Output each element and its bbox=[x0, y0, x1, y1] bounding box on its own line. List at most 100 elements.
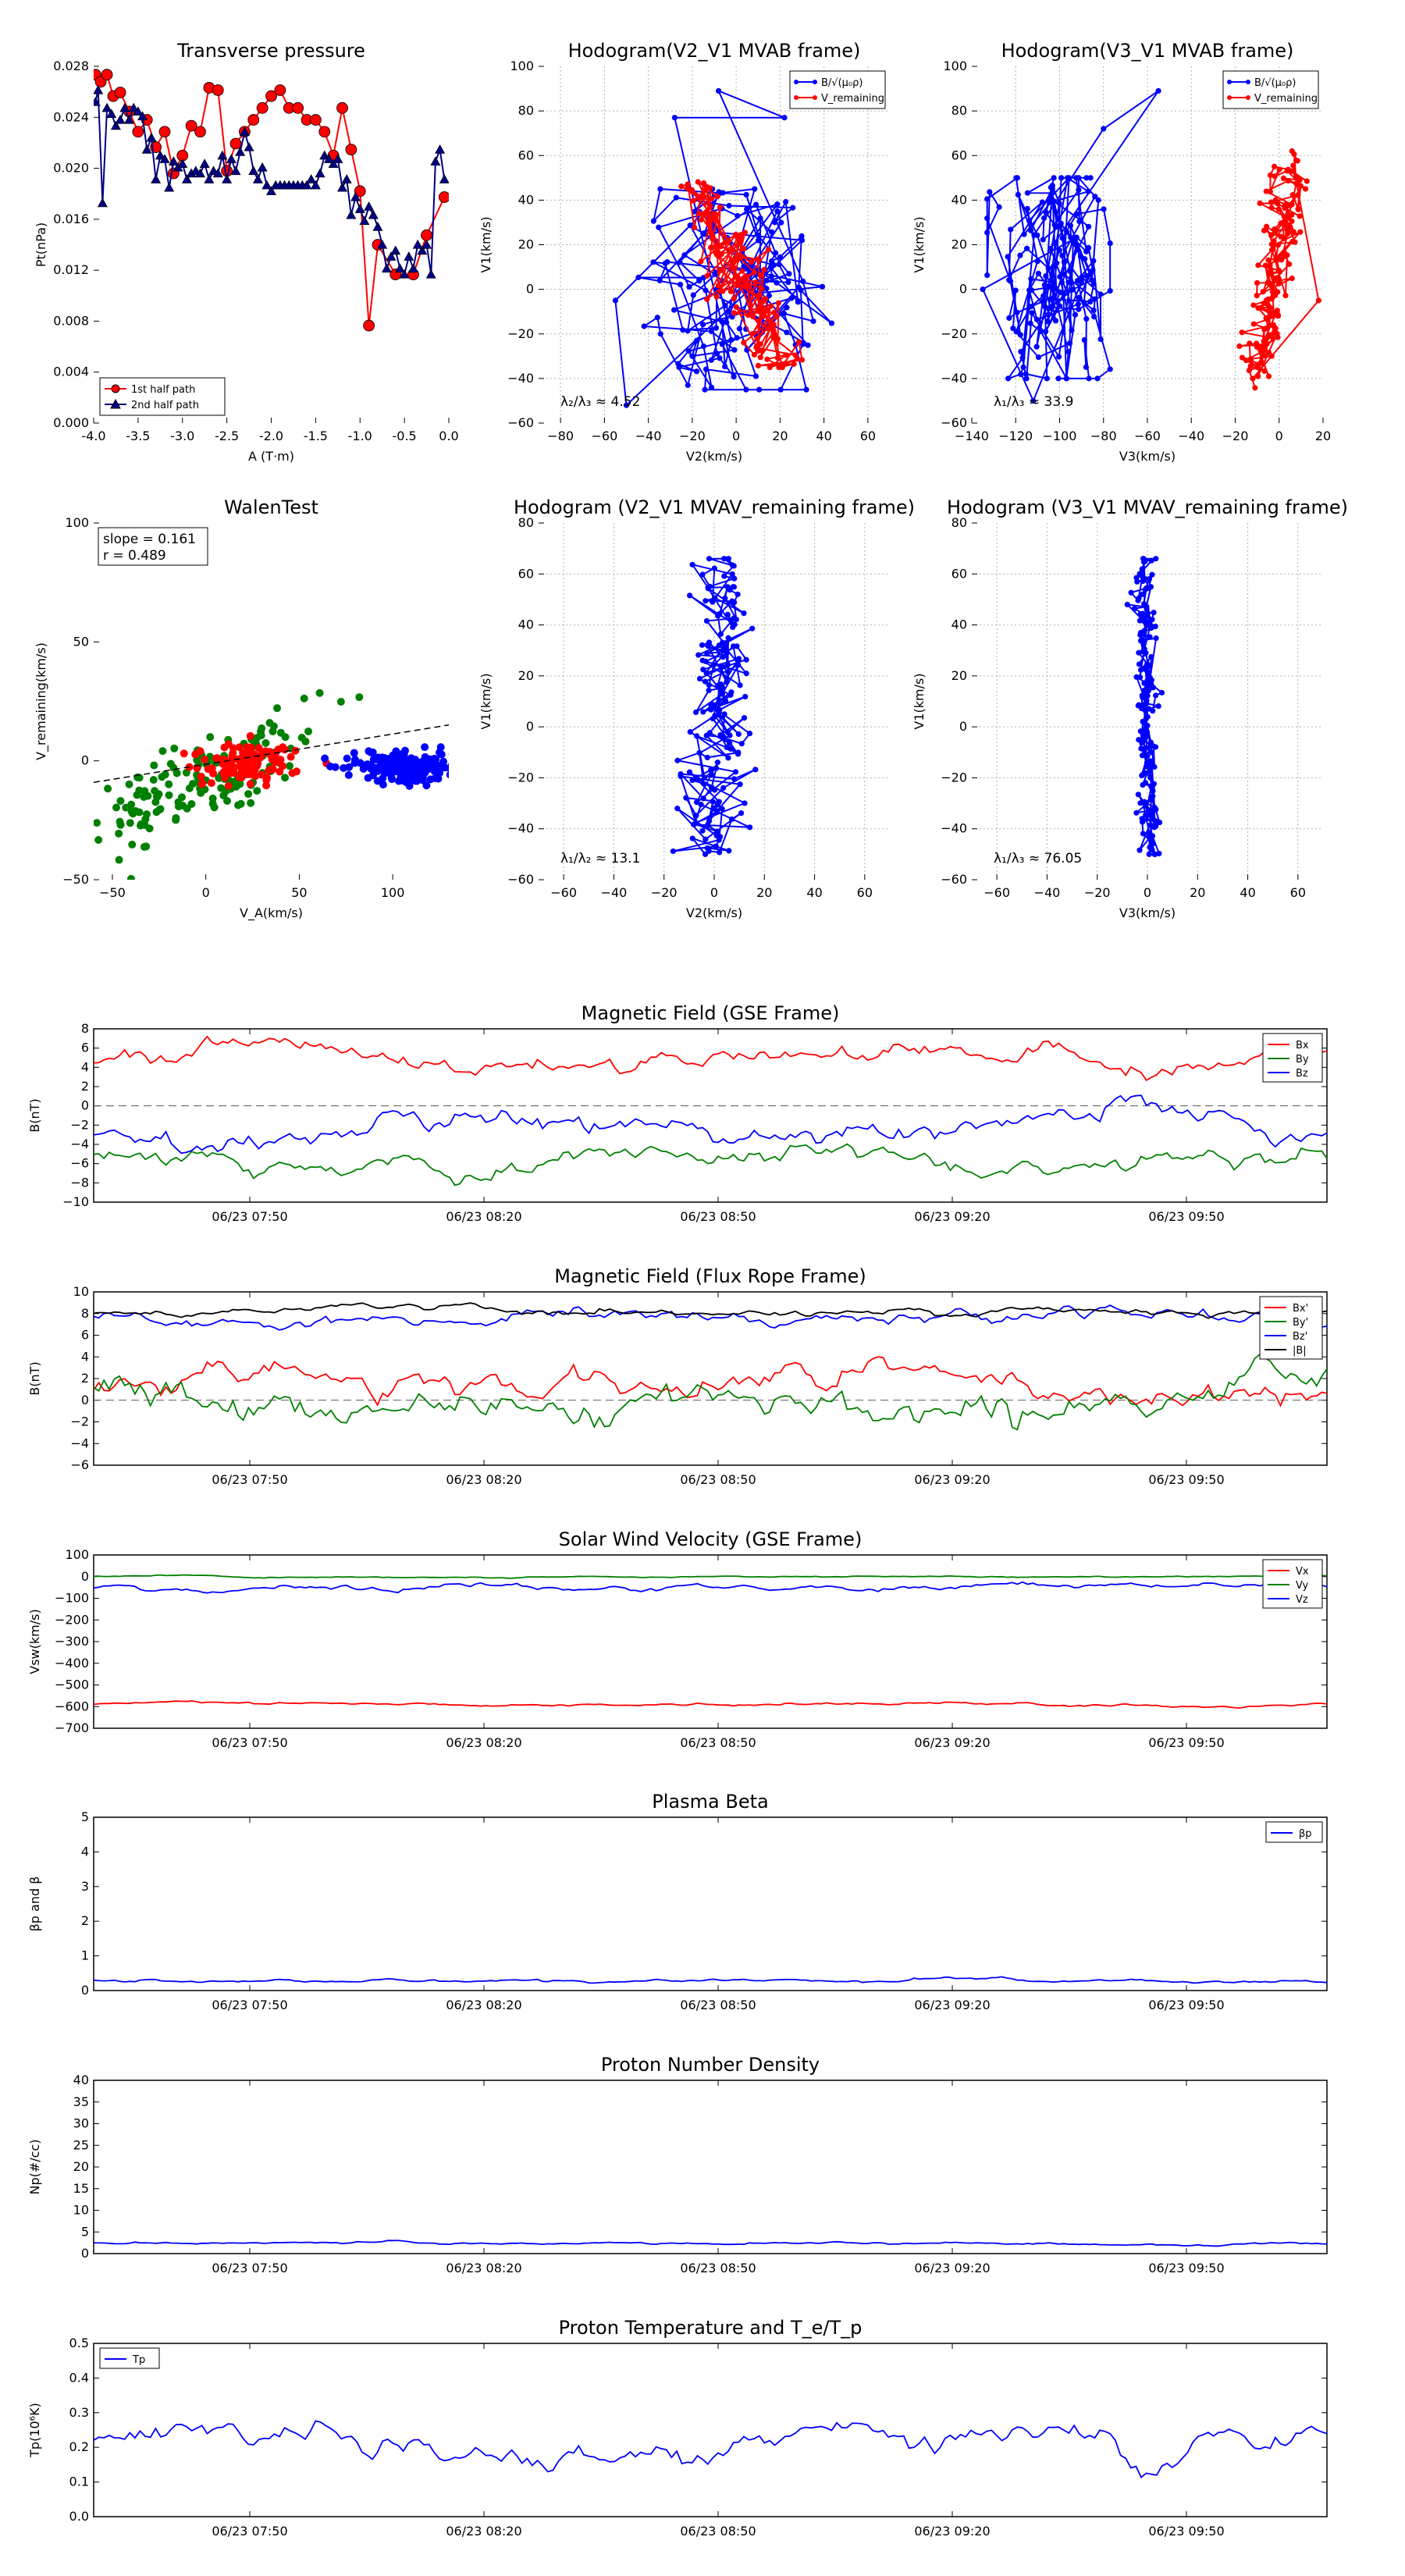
chart-title: WalenTest bbox=[224, 496, 318, 518]
p2-series0-point bbox=[790, 205, 796, 211]
p2-series1-point bbox=[747, 301, 753, 308]
walen-point bbox=[126, 874, 135, 880]
p1-second-half-point bbox=[204, 174, 215, 183]
walen-point bbox=[257, 731, 265, 740]
x-tick-label: 06/23 09:20 bbox=[914, 1209, 990, 1224]
p3-series1-point bbox=[1239, 329, 1245, 336]
panel-p3: −60 −40 −20 0 20 40 60 80 100 −140 −120 −100 −80 −60 −… bbox=[912, 40, 1331, 464]
y-axis-label: B(nT) bbox=[27, 1361, 42, 1395]
p3-series0-point bbox=[1101, 126, 1107, 132]
chart-title: Hodogram(V3_V1 MVAB frame) bbox=[1001, 40, 1294, 62]
p3-series0-point bbox=[1035, 270, 1042, 276]
x-tick-label: 20 bbox=[1315, 429, 1331, 443]
p2-series1-point bbox=[774, 336, 781, 342]
p6-series0-point bbox=[1147, 844, 1153, 850]
p3-series0-point bbox=[1097, 291, 1104, 297]
fit-line bbox=[94, 724, 449, 784]
y-tick-label: 0.4 bbox=[69, 2370, 89, 2385]
p2-series0-point bbox=[799, 233, 805, 239]
x-tick-label: −80 bbox=[547, 429, 574, 443]
p2-series1-point bbox=[763, 306, 770, 313]
p2-series0-point bbox=[752, 201, 759, 208]
p5-series0-point bbox=[711, 787, 718, 793]
walen-point bbox=[365, 747, 373, 756]
walen-point bbox=[128, 840, 137, 849]
p3-series0-point bbox=[1028, 303, 1034, 310]
walen-point bbox=[258, 770, 266, 779]
p2-series1-point bbox=[742, 272, 749, 279]
p3-series0-point bbox=[1051, 222, 1058, 228]
p3-series0-point bbox=[1067, 222, 1074, 229]
p5-series0-point bbox=[689, 777, 695, 784]
p3-series0-point bbox=[1045, 265, 1051, 272]
x-axis-label: V3(km/s) bbox=[1119, 449, 1176, 464]
walen-point bbox=[251, 772, 260, 781]
x-tick-label: −20 bbox=[1084, 885, 1111, 900]
ts1-frame bbox=[93, 1028, 1328, 1203]
slope-text: slope = 0.161 bbox=[103, 532, 196, 547]
p2-series0-point bbox=[690, 292, 696, 298]
p2-series0-point bbox=[681, 252, 688, 258]
p2-series0-point bbox=[777, 254, 784, 260]
x-tick-label: 06/23 08:50 bbox=[680, 2261, 756, 2275]
p5-series0-point bbox=[722, 595, 728, 602]
p3-series0-point bbox=[1081, 336, 1087, 343]
walen-point bbox=[479, 758, 487, 766]
Bz-line bbox=[94, 1094, 1327, 1155]
p1-second-half-point bbox=[151, 174, 162, 183]
p5-series0-point bbox=[719, 806, 725, 812]
walen-point bbox=[172, 816, 180, 824]
p5-series0-point bbox=[719, 691, 726, 697]
p2-series0-point bbox=[702, 366, 710, 372]
walen-point bbox=[379, 758, 388, 767]
y-tick-label: 25 bbox=[73, 2137, 89, 2152]
p3-series1-point bbox=[1257, 200, 1263, 206]
walen-point bbox=[208, 794, 217, 802]
panel-p5: −60 −40 −20 0 20 40 60 80 −60 −40 −20 0 20 40 60 Hodogr… bbox=[478, 496, 915, 920]
p5-series0-point bbox=[687, 729, 693, 735]
p2-series0-point bbox=[673, 194, 679, 201]
p2-series1-point bbox=[713, 294, 720, 300]
p2-series0-point bbox=[768, 273, 775, 279]
walen-point bbox=[125, 780, 133, 788]
p6-series0-point bbox=[1149, 616, 1155, 623]
walen-point bbox=[458, 768, 466, 776]
p3-series0-point bbox=[1040, 215, 1048, 221]
p2-series1-point bbox=[749, 313, 756, 319]
p2-series0-point bbox=[693, 368, 700, 375]
legend: Tp bbox=[99, 2347, 160, 2369]
p5-series0-point bbox=[699, 827, 706, 834]
p3-series0-point bbox=[1030, 397, 1037, 404]
walen-point bbox=[247, 743, 255, 752]
p2-series1-point bbox=[799, 357, 806, 363]
p1-first-half-point bbox=[212, 84, 224, 96]
p3-series1-point bbox=[1315, 297, 1321, 304]
y-tick-label: −40 bbox=[507, 821, 534, 836]
walen-point bbox=[304, 727, 313, 735]
y-tick-label: 50 bbox=[73, 634, 89, 649]
p6-series0-point bbox=[1144, 733, 1150, 739]
p2-series0-point bbox=[810, 318, 816, 325]
walen-point bbox=[112, 803, 121, 812]
p6-series0-point bbox=[1144, 722, 1151, 729]
p1-second-half-point bbox=[133, 106, 144, 116]
p1-second-half-point bbox=[222, 174, 233, 183]
p6-series0-point bbox=[1140, 771, 1146, 777]
walen-point bbox=[366, 763, 375, 772]
panel-ts3: −700 −600 −500 −400 −300 −200 −100 0 100 06/23 07… bbox=[27, 1528, 1328, 1750]
p1-second-half-point bbox=[230, 165, 241, 176]
walen-point bbox=[276, 767, 284, 776]
p1-second-half-point bbox=[199, 158, 210, 169]
p3-series1-point bbox=[1250, 302, 1257, 308]
p2-series1-point bbox=[741, 340, 747, 346]
p2-series0-point bbox=[743, 386, 749, 393]
p3-series1-point bbox=[1272, 197, 1279, 203]
p3-series0-point bbox=[1055, 375, 1062, 382]
p2-series1-point bbox=[765, 247, 771, 253]
p3-series0-point bbox=[1034, 258, 1040, 265]
x-tick-label: −60 bbox=[984, 885, 1010, 900]
y-tick-label: 60 bbox=[518, 566, 534, 581]
p1-second-half-point bbox=[407, 263, 419, 273]
p2-series0-point bbox=[774, 279, 780, 286]
p2-series1-point bbox=[776, 364, 782, 371]
